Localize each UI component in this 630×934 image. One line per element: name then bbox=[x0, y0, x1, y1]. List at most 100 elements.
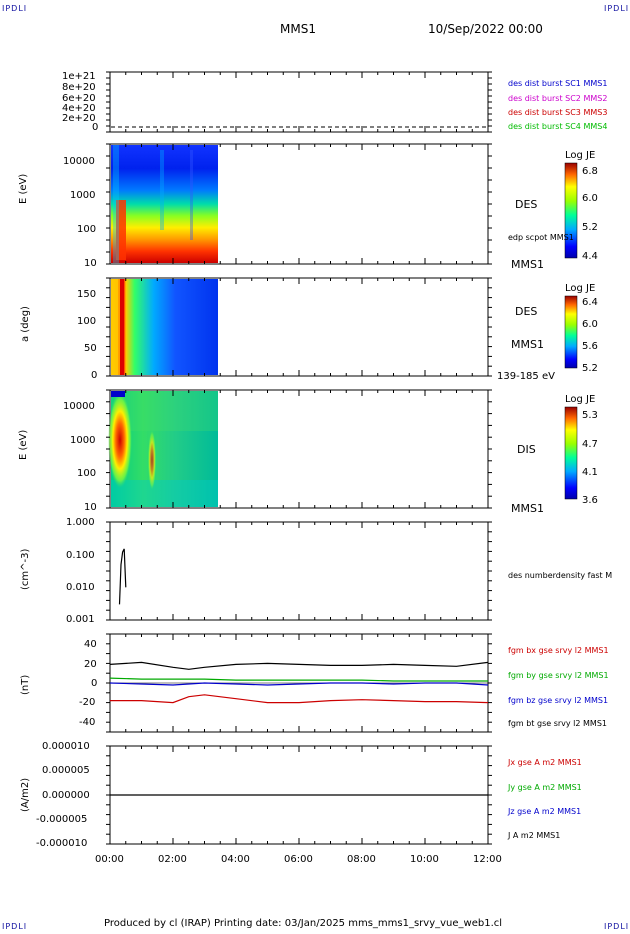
x-tick-1: 02:00 bbox=[158, 854, 187, 865]
p5-legend-0: des numberdensity fast M bbox=[508, 571, 613, 580]
p4-cbar-tick-2: 4.1 bbox=[582, 467, 598, 478]
p7-legend-2: Jz gse A m2 MMS1 bbox=[508, 807, 582, 816]
p1-ytick-2: 6e+20 bbox=[62, 93, 96, 104]
p3-cbar-tick-1: 6.0 bbox=[582, 319, 598, 330]
dis-energy-spectrogram bbox=[108, 391, 218, 507]
colorbar-dis-energy bbox=[564, 406, 578, 500]
p7-legend-3: J A m2 MMS1 bbox=[508, 831, 561, 840]
x-tick-2: 04:00 bbox=[221, 854, 250, 865]
p6-ytick-4: -40 bbox=[79, 717, 96, 728]
colorbar-des-pitch bbox=[564, 295, 578, 369]
p7-ytick-0: 0.000010 bbox=[42, 741, 90, 752]
p3-ylabel: a (deg) bbox=[20, 306, 31, 342]
x-tick-6: 12:00 bbox=[473, 854, 502, 865]
p4-ylabel: E (eV) bbox=[18, 429, 29, 460]
p1-legend-2: des dist burst SC3 MMS3 bbox=[508, 108, 608, 117]
p1-legend-0: des dist burst SC1 MMS1 bbox=[508, 79, 608, 88]
p6-legend-3: fgm bt gse srvy l2 MMS1 bbox=[508, 719, 607, 728]
panel-1-frame bbox=[109, 71, 489, 133]
p6-legend-2: fgm bz gse srvy l2 MMS1 bbox=[508, 696, 609, 705]
p7-ytick-2: 0.000000 bbox=[42, 790, 90, 801]
p6-ylabel: (nT) bbox=[20, 674, 31, 695]
p3-colorbar-title: Log JE bbox=[565, 283, 596, 294]
p4-sc-label: MMS1 bbox=[511, 502, 544, 515]
p4-ytick-3: 10 bbox=[84, 502, 97, 513]
p4-ytick-2: 100 bbox=[77, 468, 97, 479]
p7-ytick-3: -0.000005 bbox=[36, 814, 88, 825]
x-tick-4: 08:00 bbox=[347, 854, 376, 865]
p7-legend-0: Jx gse A m2 MMS1 bbox=[508, 758, 582, 767]
p2-cbar-tick-2: 5.2 bbox=[582, 222, 598, 233]
p4-cbar-tick-1: 4.7 bbox=[582, 439, 598, 450]
p1-ytick-3: 4e+20 bbox=[62, 103, 96, 114]
x-tick-0: 00:00 bbox=[95, 854, 124, 865]
p1-ytick-0: 1e+21 bbox=[62, 71, 96, 82]
p2-cbar-tick-0: 6.8 bbox=[582, 166, 598, 177]
des-energy-spectrogram bbox=[111, 145, 218, 263]
corner-label-left: IPDLI bbox=[2, 4, 28, 13]
p5-ylabel: (cm^-3) bbox=[20, 548, 31, 590]
p3-cbar-tick-3: 5.2 bbox=[582, 363, 598, 374]
p3-ytick-2: 50 bbox=[84, 343, 97, 354]
p3-cbar-tick-2: 5.6 bbox=[582, 341, 598, 352]
p2-sc-label: MMS1 bbox=[511, 258, 544, 271]
p3-ytick-0: 150 bbox=[77, 289, 97, 300]
p7-ytick-4: -0.000010 bbox=[36, 838, 88, 849]
date-title: 10/Sep/2022 00:00 bbox=[428, 22, 543, 36]
p3-energy-label: 139-185 eV bbox=[497, 371, 555, 382]
p1-ytick-5: 0 bbox=[92, 122, 99, 133]
x-tick-5: 10:00 bbox=[410, 854, 439, 865]
p5-ytick-3: 0.001 bbox=[66, 614, 95, 625]
p6-ytick-0: 40 bbox=[84, 639, 97, 650]
p5-ytick-2: 0.010 bbox=[66, 582, 95, 593]
bt-series-line bbox=[109, 661, 489, 670]
p2-cbar-tick-3: 4.4 bbox=[582, 251, 598, 262]
spacecraft-title: MMS1 bbox=[280, 22, 316, 36]
bx-series-line bbox=[110, 694, 489, 704]
bottom-corner-label-right: IPDLI bbox=[604, 922, 630, 931]
p4-instrument-label: DIS bbox=[517, 443, 536, 456]
p6-ytick-1: 20 bbox=[84, 659, 97, 670]
bottom-corner-label-left: IPDLI bbox=[2, 922, 28, 931]
p4-ytick-1: 1000 bbox=[70, 435, 96, 446]
by-series-line bbox=[109, 677, 488, 682]
p4-colorbar-title: Log JE bbox=[565, 394, 596, 405]
panel-5-frame bbox=[109, 521, 489, 621]
colorbar-des-energy bbox=[564, 162, 578, 259]
corner-label-right: IPDLI bbox=[604, 4, 630, 13]
p1-legend-3: des dist burst SC4 MMS4 bbox=[508, 122, 608, 131]
p7-ylabel: (A/m2) bbox=[20, 777, 31, 812]
p6-legend-0: fgm bx gse srvy l2 MMS1 bbox=[508, 646, 609, 655]
p1-ytick-4: 2e+20 bbox=[62, 113, 96, 124]
p2-ytick-3: 10 bbox=[84, 258, 97, 269]
p7-ytick-1: 0.000005 bbox=[42, 765, 90, 776]
p2-extra-label: edp scpot MMS1 bbox=[508, 233, 574, 242]
p2-cbar-tick-1: 6.0 bbox=[582, 193, 598, 204]
footer-text: Produced by cl (IRAP) Printing date: 03/… bbox=[104, 918, 503, 929]
p4-cbar-tick-0: 5.3 bbox=[582, 410, 598, 421]
p2-instrument-label: DES bbox=[515, 198, 538, 211]
p6-legend-1: fgm by gse srvy l2 MMS1 bbox=[508, 671, 609, 680]
p2-ylabel: E (eV) bbox=[18, 173, 29, 204]
p2-ytick-0: 10000 bbox=[63, 156, 95, 167]
p3-cbar-tick-0: 6.4 bbox=[582, 297, 598, 308]
p2-ytick-2: 100 bbox=[77, 224, 97, 235]
p5-ytick-0: 1.000 bbox=[66, 517, 95, 528]
p1-ytick-1: 8e+20 bbox=[62, 82, 96, 93]
bz-series-line bbox=[109, 682, 489, 686]
des-pitch-angle-spectrogram bbox=[111, 279, 218, 375]
p5-ytick-1: 0.100 bbox=[66, 550, 95, 561]
x-tick-3: 06:00 bbox=[284, 854, 313, 865]
p2-ytick-1: 1000 bbox=[70, 190, 96, 201]
p3-sc-label: MMS1 bbox=[511, 338, 544, 351]
p2-colorbar-title: Log JE bbox=[565, 150, 596, 161]
p1-legend-1: des dist burst SC2 MMS2 bbox=[508, 94, 608, 103]
p3-ytick-3: 0 bbox=[91, 370, 98, 381]
p3-instrument-label: DES bbox=[515, 305, 538, 318]
density-series-line bbox=[118, 548, 127, 605]
p4-ytick-0: 10000 bbox=[63, 401, 95, 412]
p3-ytick-1: 100 bbox=[77, 316, 97, 327]
p6-ytick-3: -20 bbox=[79, 697, 96, 708]
p6-ytick-2: 0 bbox=[91, 678, 98, 689]
